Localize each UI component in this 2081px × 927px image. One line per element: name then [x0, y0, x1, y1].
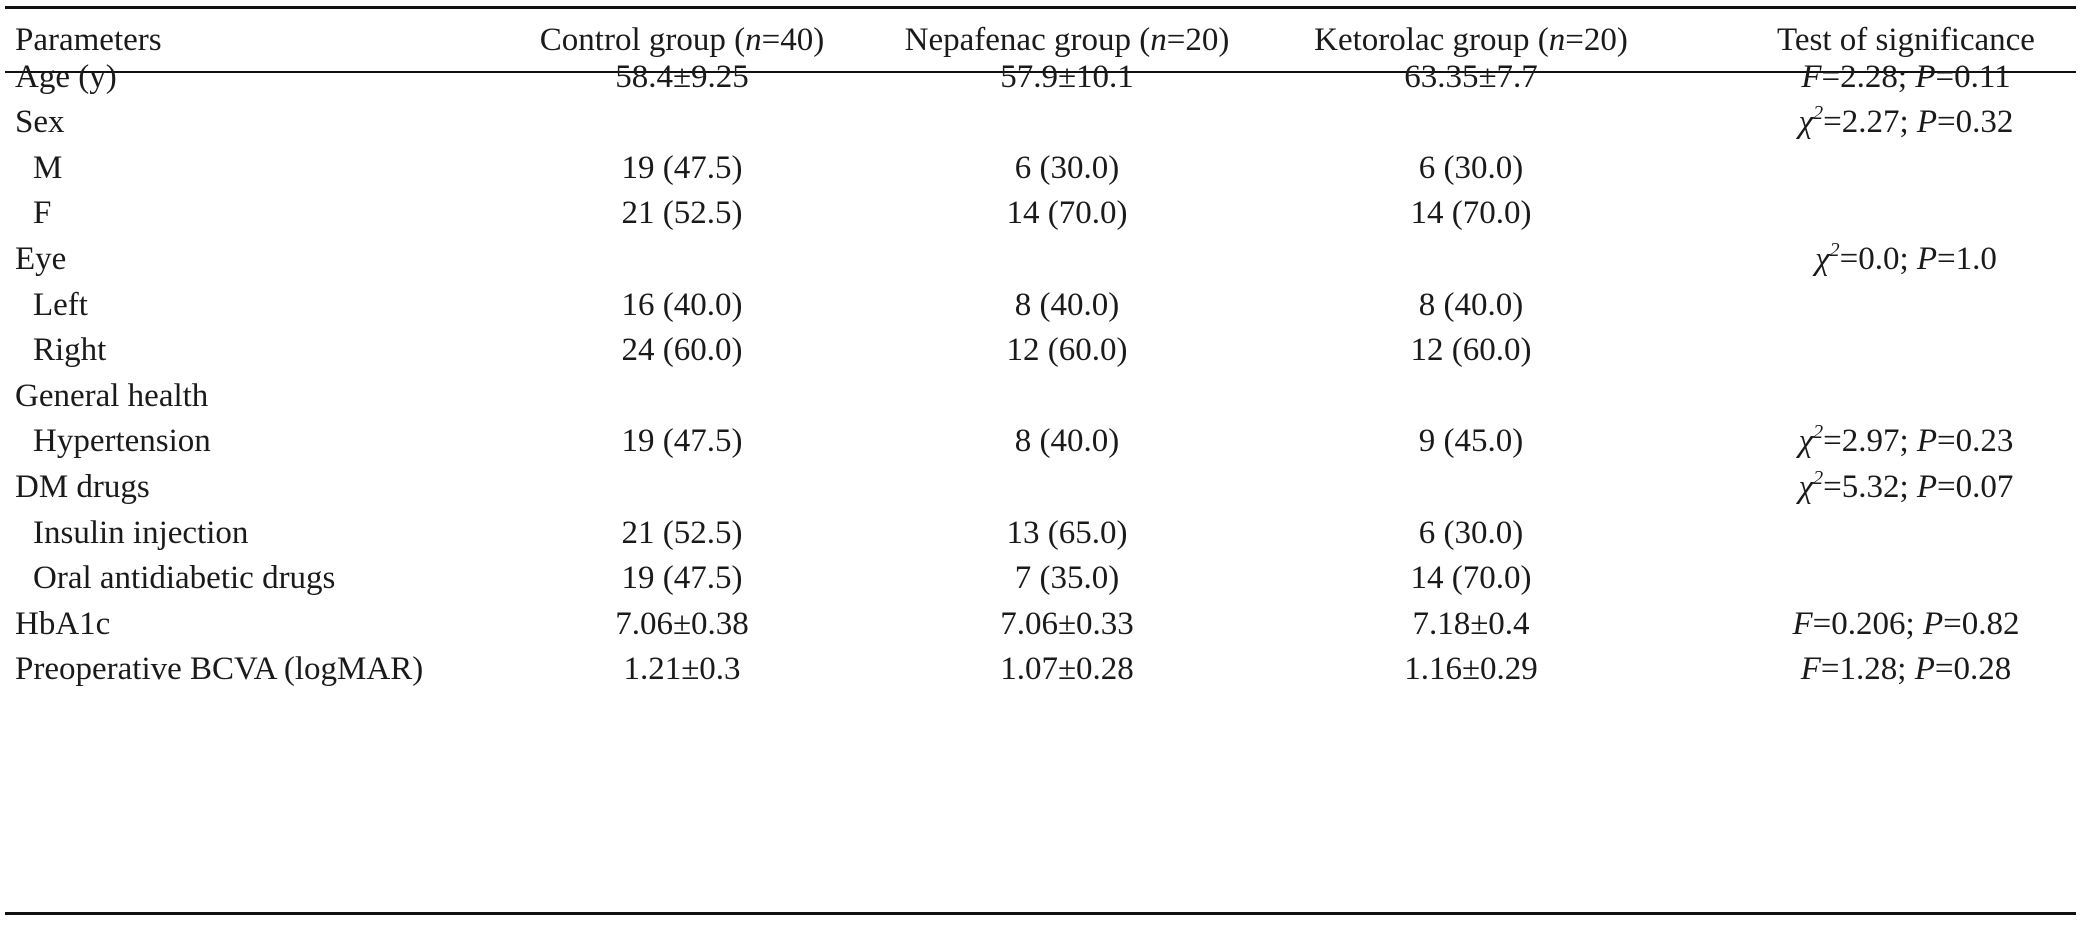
row-label: DM drugs	[15, 468, 150, 505]
cell-ketorolac: 14 (70.0)	[1410, 195, 1532, 232]
cell-ketorolac: 7.18±0.4	[1412, 605, 1530, 642]
cell-control: 19 (47.5)	[621, 149, 743, 186]
table-row: Age (y) 58.4±9.25 57.9±10.1 63.35±7.7 F=2.28…	[5, 47, 2076, 107]
table-row: M 19 (47.5) 6 (30.0) 6 (30.0)	[5, 138, 2076, 198]
cell-control: 16 (40.0)	[621, 286, 743, 323]
cell-control: 19 (47.5)	[621, 423, 743, 460]
table-row: DM drugs χ2=5.32; P=0.07	[5, 457, 2076, 517]
cell-ketorolac: 14 (70.0)	[1410, 560, 1532, 597]
cell-nepafenac: 13 (65.0)	[1006, 514, 1128, 551]
row-label: M	[33, 149, 63, 186]
cell-control: 1.21±0.3	[623, 651, 741, 688]
cell-nepafenac: 7.06±0.33	[1000, 605, 1134, 642]
cell-test: F=0.206; P=0.82	[1792, 605, 2020, 642]
cell-control: 24 (60.0)	[621, 332, 743, 369]
header-ketorolac: Ketorolac group (n=20)	[1314, 21, 1628, 58]
cell-test: F=1.28; P=0.28	[1800, 651, 2012, 688]
cell-nepafenac: 1.07±0.28	[1000, 651, 1134, 688]
table-row: Eye χ2=0.0; P=1.0	[5, 229, 2076, 289]
header-parameters: Parameters	[15, 21, 162, 58]
row-label: General health	[15, 377, 209, 414]
header-control: Control group (n=40)	[539, 21, 825, 58]
table-header-rule	[5, 71, 2076, 73]
cell-ketorolac: 9 (45.0)	[1418, 423, 1524, 460]
cell-ketorolac: 1.16±0.29	[1404, 651, 1538, 688]
row-label: F	[33, 195, 52, 232]
cell-nepafenac: 12 (60.0)	[1006, 332, 1128, 369]
cell-nepafenac: 57.9±10.1	[1000, 58, 1134, 95]
cell-nepafenac: 7 (35.0)	[1014, 560, 1120, 597]
row-label: Eye	[15, 240, 67, 277]
cell-control: 21 (52.5)	[621, 514, 743, 551]
cell-nepafenac: 6 (30.0)	[1014, 149, 1120, 186]
table-top-rule	[5, 6, 2076, 9]
table-row: Left 16 (40.0) 8 (40.0) 8 (40.0)	[5, 275, 2076, 335]
cell-control: 58.4±9.25	[615, 58, 749, 95]
header-nepafenac: Nepafenac group (n=20)	[904, 21, 1230, 58]
row-label: Hypertension	[33, 423, 211, 460]
cell-ketorolac: 12 (60.0)	[1410, 332, 1532, 369]
table-row: Sex χ2=2.27; P=0.32	[5, 93, 2076, 153]
cell-ketorolac: 63.35±7.7	[1404, 58, 1538, 95]
table-row: Preoperative BCVA (logMAR) 1.21±0.3 1.07±0…	[5, 640, 2076, 700]
cell-test: χ2=0.0; P=1.0	[1815, 238, 1997, 277]
table-row: Right 24 (60.0) 12 (60.0) 12 (60.0)	[5, 321, 2076, 381]
row-label: Age (y)	[15, 58, 117, 95]
cell-control: 7.06±0.38	[615, 605, 749, 642]
row-label: Sex	[15, 104, 65, 141]
table-row: HbA1c 7.06±0.38 7.06±0.33 7.18±0.4 F=0.206; …	[5, 594, 2076, 654]
cell-test: χ2=5.32; P=0.07	[1798, 466, 2014, 505]
cell-ketorolac: 8 (40.0)	[1418, 286, 1524, 323]
table-header-row: Parameters Control group (n=40) Nepafena…	[5, 10, 2076, 70]
row-label: Right	[33, 332, 107, 369]
row-label: Insulin injection	[33, 514, 249, 551]
row-label: Left	[33, 286, 88, 323]
table-bottom-rule	[5, 912, 2076, 915]
cell-control: 21 (52.5)	[621, 195, 743, 232]
table-row: General health	[5, 366, 2076, 426]
header-test: Test of significance	[1777, 21, 2035, 58]
cell-test: χ2=2.97; P=0.23	[1798, 421, 2014, 460]
cell-nepafenac: 8 (40.0)	[1014, 286, 1120, 323]
cell-nepafenac: 14 (70.0)	[1006, 195, 1128, 232]
row-label: HbA1c	[15, 605, 111, 642]
row-label: Preoperative BCVA (logMAR)	[15, 651, 424, 688]
table-row: Oral antidiabetic drugs 19 (47.5) 7 (35.0)…	[5, 549, 2076, 609]
cell-test: F=2.28; P=0.11	[1801, 58, 2011, 95]
row-label: Oral antidiabetic drugs	[33, 560, 336, 597]
cell-test: χ2=2.27; P=0.32	[1798, 102, 2014, 141]
cell-ketorolac: 6 (30.0)	[1418, 514, 1524, 551]
table-row: F 21 (52.5) 14 (70.0) 14 (70.0)	[5, 184, 2076, 244]
cell-ketorolac: 6 (30.0)	[1418, 149, 1524, 186]
table-row: Insulin injection 21 (52.5) 13 (65.0) 6 (30…	[5, 503, 2076, 563]
table-row: Hypertension 19 (47.5) 8 (40.0) 9 (45.0) χ2=…	[5, 412, 2076, 472]
cell-nepafenac: 8 (40.0)	[1014, 423, 1120, 460]
cell-control: 19 (47.5)	[621, 560, 743, 597]
